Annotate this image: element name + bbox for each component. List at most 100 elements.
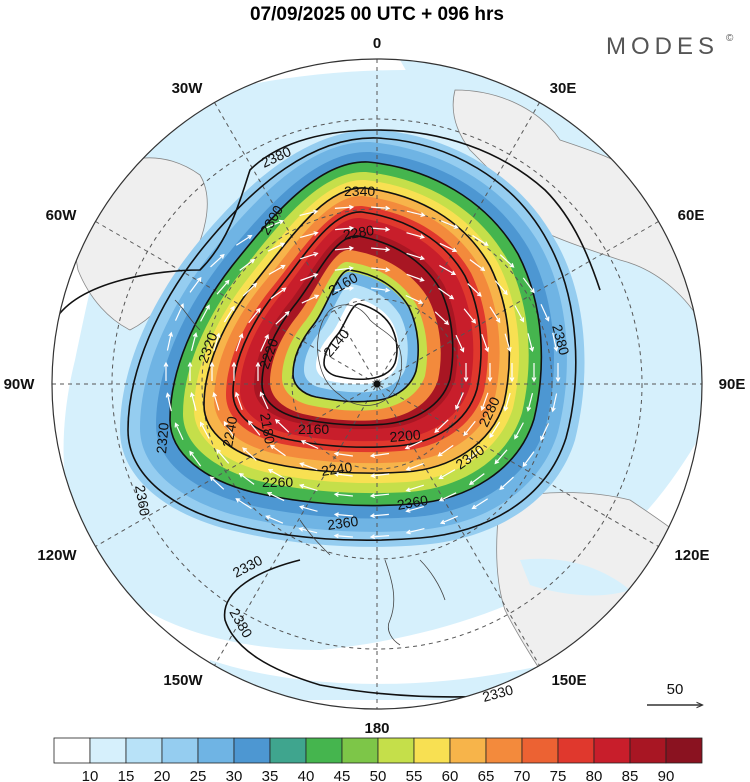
wind-vector: [269, 444, 286, 457]
wind-vector: [439, 264, 457, 276]
wind-vector: [371, 247, 391, 252]
colorbar-tick-label: 75: [550, 768, 567, 782]
contour-label: 2360: [132, 484, 153, 518]
colorbar-tick-label: 85: [622, 768, 639, 782]
contour-label: 2240: [320, 459, 353, 479]
wind-vector: [212, 391, 220, 411]
contour-label: 2330: [481, 681, 515, 705]
lon-label-180: 180: [364, 720, 389, 737]
wind-vector: [434, 311, 450, 326]
wind-vector: [190, 332, 198, 351]
wind-vector: [209, 361, 215, 381]
wind-vector: [333, 512, 354, 518]
wind-vectors: [163, 204, 561, 540]
wind-vector: [434, 419, 449, 434]
north-pole-marker: [373, 380, 381, 388]
wind-vector: [334, 265, 354, 271]
lon-label-120e: 120E: [674, 547, 709, 564]
wind-vector: [468, 473, 485, 486]
wind-vector: [522, 277, 535, 294]
wind-vector: [481, 333, 490, 353]
wind-vector: [216, 279, 230, 295]
colorbar-tick-label: 35: [262, 768, 279, 782]
contour-label: 2240: [219, 415, 240, 449]
colorbar-tick-label: 45: [334, 768, 351, 782]
wind-vector: [540, 423, 550, 441]
wind-vector: [438, 469, 456, 480]
colorbar-tick-label: 80: [586, 768, 603, 782]
wind-vector: [439, 242, 458, 252]
wind-vector: [487, 363, 493, 383]
wind-vector: [242, 282, 258, 297]
wind-vector: [235, 498, 252, 510]
wind-vector: [299, 505, 318, 512]
copyright-mark: ©: [726, 33, 734, 44]
wind-vector: [223, 420, 235, 438]
wind-vector: [480, 392, 489, 411]
contour-label: 2320: [153, 422, 172, 455]
colorbar-swatch: [593, 737, 631, 764]
wind-vector: [466, 447, 482, 462]
wind-vector: [467, 283, 482, 297]
lon-label-60e: 60E: [678, 207, 705, 224]
wind-vector: [266, 219, 285, 229]
contour-label: 2180: [257, 412, 278, 446]
contour-label: 2360: [326, 513, 359, 533]
wind-vector: [551, 393, 558, 413]
colorbar-swatch: [53, 737, 91, 764]
wind-vector: [163, 361, 169, 381]
contour-label: 2380: [549, 323, 573, 357]
map-disk: [52, 59, 702, 709]
wind-vector: [499, 476, 514, 491]
colorbar-swatch: [161, 737, 199, 764]
wind-vector: [509, 363, 515, 383]
wind-vector: [238, 472, 255, 485]
lon-label-60w: 60W: [46, 207, 78, 224]
wind-vector: [275, 310, 290, 325]
vector-scale-label: 50: [667, 681, 684, 698]
wind-vector: [174, 422, 184, 441]
wind-vector: [248, 307, 261, 324]
lon-label-150e: 150E: [551, 672, 586, 689]
lon-label-90w: 90W: [4, 376, 36, 393]
colorbar-swatch: [629, 737, 667, 764]
colorbar-swatch: [305, 737, 343, 764]
wind-vector: [371, 267, 391, 273]
wind-vector: [260, 333, 269, 352]
wind-vector: [200, 304, 210, 322]
wind-vector: [499, 254, 515, 268]
wind-vector: [463, 420, 476, 437]
contour-label: 2280: [342, 222, 376, 243]
wind-vector: [540, 303, 550, 322]
wind-vector: [213, 332, 221, 352]
map-title: 07/09/2025 00 UTC + 096 hrs: [250, 4, 504, 25]
wind-vector: [267, 242, 286, 252]
wind-vector: [494, 280, 508, 296]
colorbar-tick-label: 60: [442, 768, 459, 782]
wind-vector: [235, 234, 253, 246]
colorbar-tick-label: 70: [514, 768, 531, 782]
wind-vector: [334, 245, 355, 251]
wind-vector: [223, 305, 235, 323]
colorbar-tick-label: 65: [478, 768, 495, 782]
map-border: [51, 58, 703, 710]
wind-vector: [371, 205, 391, 211]
wind-vector: [469, 259, 486, 272]
wind-vector: [472, 234, 489, 246]
wind-vector: [234, 391, 243, 411]
wind-vector: [503, 392, 511, 412]
wind-vector: [438, 492, 457, 502]
wind-vector: [405, 294, 424, 304]
colorbar-tick-label: 30: [226, 768, 243, 782]
wind-vector: [216, 448, 230, 464]
coastlines: [174, 299, 446, 646]
wind-vector: [266, 492, 285, 502]
wind-vector: [334, 204, 355, 210]
colorbar-tick-label: 20: [154, 768, 171, 782]
lon-label-30e: 30E: [550, 80, 577, 97]
wind-vector: [522, 451, 535, 468]
wind-vector: [333, 533, 353, 539]
colorbar-swatch: [269, 737, 307, 764]
wind-vector: [187, 361, 193, 381]
